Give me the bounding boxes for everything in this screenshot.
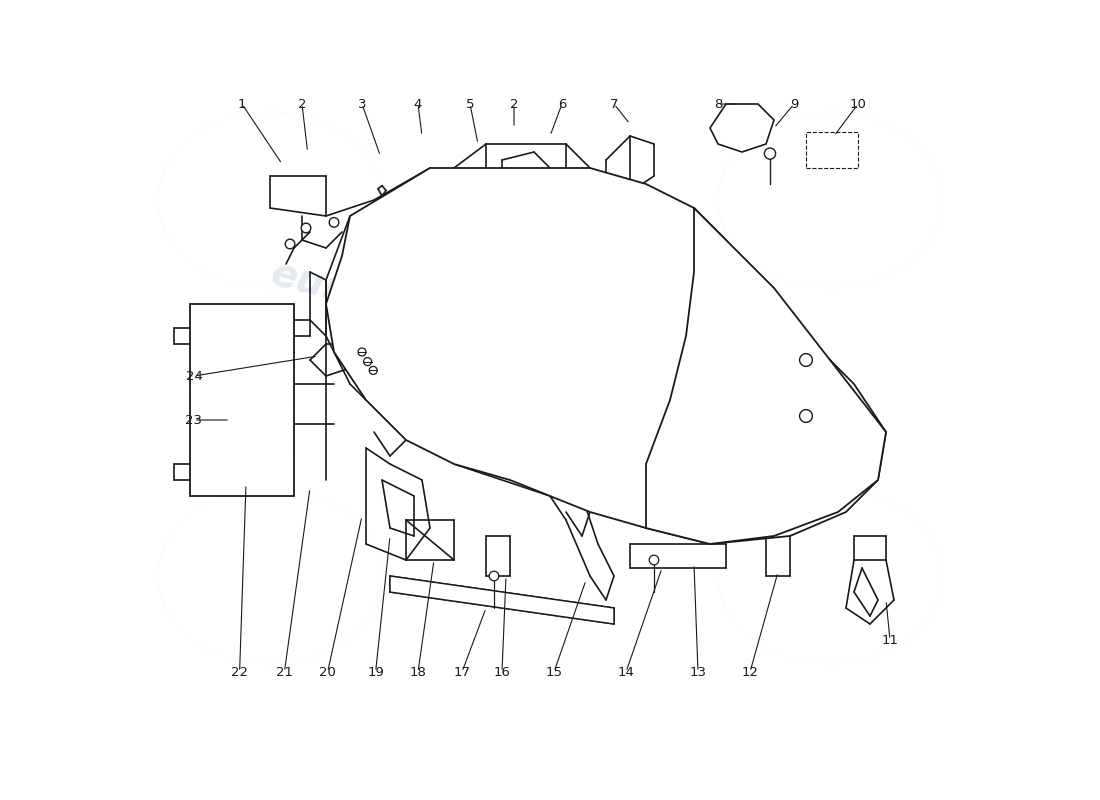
Text: 6: 6 xyxy=(558,98,566,110)
Text: 3: 3 xyxy=(358,98,366,110)
Text: 4: 4 xyxy=(414,98,422,110)
Polygon shape xyxy=(390,576,614,624)
Text: 2: 2 xyxy=(298,98,306,110)
Text: 17: 17 xyxy=(453,666,471,678)
Polygon shape xyxy=(326,168,886,544)
Circle shape xyxy=(490,571,498,581)
Circle shape xyxy=(364,358,372,366)
Text: 10: 10 xyxy=(849,98,867,110)
Circle shape xyxy=(285,239,295,249)
Circle shape xyxy=(649,555,659,565)
Circle shape xyxy=(301,223,311,233)
Text: 2: 2 xyxy=(509,98,518,110)
Text: 14: 14 xyxy=(617,666,635,678)
Text: eurospares: eurospares xyxy=(266,254,514,354)
Circle shape xyxy=(764,148,776,159)
Bar xyxy=(806,132,858,168)
Text: 9: 9 xyxy=(790,98,799,110)
Text: eurospares: eurospares xyxy=(547,446,793,546)
Text: 12: 12 xyxy=(741,666,759,678)
Text: 7: 7 xyxy=(609,98,618,110)
Text: 23: 23 xyxy=(186,414,202,426)
Text: 1: 1 xyxy=(238,98,246,110)
Text: 15: 15 xyxy=(546,666,562,678)
Text: 19: 19 xyxy=(367,666,384,678)
Text: 24: 24 xyxy=(186,370,202,382)
Circle shape xyxy=(329,218,339,227)
Text: 13: 13 xyxy=(690,666,706,678)
Text: 5: 5 xyxy=(465,98,474,110)
Text: 18: 18 xyxy=(409,666,427,678)
Polygon shape xyxy=(190,304,294,496)
Polygon shape xyxy=(646,208,886,544)
Text: 21: 21 xyxy=(276,666,293,678)
Circle shape xyxy=(358,348,366,356)
Text: 20: 20 xyxy=(319,666,336,678)
Text: 16: 16 xyxy=(494,666,510,678)
Text: 8: 8 xyxy=(714,98,723,110)
Polygon shape xyxy=(710,104,774,152)
Text: 11: 11 xyxy=(881,634,899,646)
Circle shape xyxy=(370,366,377,374)
Text: 22: 22 xyxy=(231,666,249,678)
